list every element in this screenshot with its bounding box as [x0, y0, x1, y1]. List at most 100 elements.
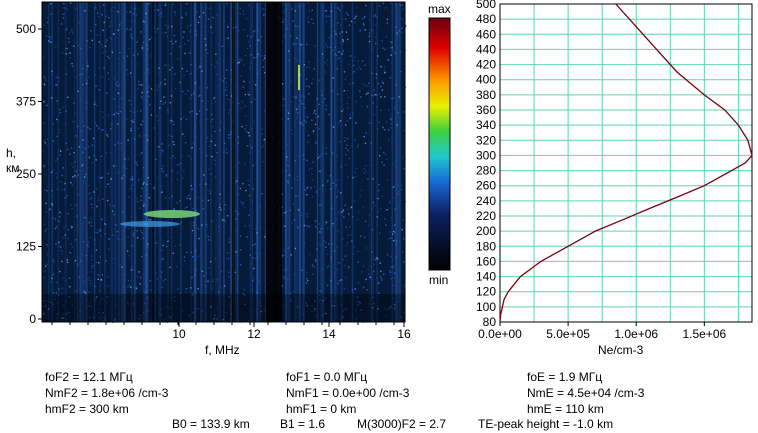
noise-dot [126, 28, 128, 30]
noise-dot [342, 40, 345, 43]
noise-dot [346, 38, 349, 41]
noise-dot [132, 13, 135, 15]
noise-dot [89, 283, 92, 285]
noise-dot [74, 174, 76, 177]
noise-dot [88, 277, 90, 279]
noise-dot [113, 213, 116, 216]
noise-dot [316, 243, 318, 245]
noise-dot [371, 250, 373, 253]
noise-dot [106, 55, 109, 58]
noise-dot [196, 113, 198, 115]
noise-dot [105, 151, 108, 154]
noise-dot [328, 36, 330, 39]
noise-dot [294, 107, 297, 110]
noise-dot [153, 233, 156, 235]
noise-streak [77, 2, 79, 322]
noise-dot [94, 243, 96, 245]
noise-dot [400, 316, 403, 319]
noise-dot [192, 142, 195, 144]
noise-dot [292, 43, 295, 45]
noise-dot [228, 276, 230, 278]
noise-dot [368, 40, 371, 43]
noise-dot [206, 52, 209, 54]
noise-dot [194, 288, 197, 290]
noise-dot [103, 67, 105, 69]
noise-streak [48, 2, 50, 322]
noise-dot [372, 89, 374, 91]
noise-dot [65, 53, 68, 55]
noise-dot [61, 292, 63, 295]
noise-dot [246, 236, 249, 238]
noise-streak [321, 2, 323, 322]
noise-dot [50, 13, 52, 15]
profile-x-tick-label: 1.0e+06 [614, 327, 658, 341]
noise-dot [257, 39, 260, 41]
noise-dot [51, 73, 53, 75]
noise-dot [355, 15, 357, 18]
noise-dot [250, 62, 253, 64]
noise-dot [239, 249, 242, 251]
noise-dot [132, 232, 135, 235]
noise-dot [345, 245, 347, 247]
noise-dot [345, 226, 348, 228]
param-foE: foE = 1.9 МГц [527, 370, 603, 384]
noise-dot [293, 178, 296, 180]
noise-dot [176, 171, 179, 174]
noise-dot [380, 109, 382, 111]
noise-dot [368, 32, 371, 34]
noise-dot [109, 37, 111, 39]
noise-dot [129, 110, 132, 112]
noise-dot [90, 197, 93, 199]
noise-dot [306, 186, 309, 188]
noise-dot [200, 76, 202, 78]
noise-dot [66, 195, 68, 197]
noise-streak [217, 2, 219, 322]
noise-dot [194, 82, 197, 84]
noise-dot [169, 68, 171, 71]
noise-dot [358, 66, 360, 68]
noise-dot [349, 117, 351, 120]
noise-dot [302, 171, 305, 173]
noise-dot [42, 150, 44, 152]
noise-streak [145, 2, 148, 322]
noise-dot [101, 316, 104, 319]
noise-dot [315, 248, 318, 250]
noise-dot [85, 299, 88, 302]
noise-dot [63, 277, 65, 279]
noise-dot [215, 61, 218, 64]
param-NmE: NmE = 4.5e+04 /cm-3 [527, 386, 645, 400]
noise-dot [205, 183, 207, 185]
noise-dot [392, 265, 394, 268]
noise-dot [286, 27, 288, 30]
noise-dot [98, 67, 100, 69]
noise-dot [361, 60, 364, 62]
noise-dot [394, 307, 396, 309]
noise-dot [95, 159, 97, 161]
noise-dot [125, 11, 128, 13]
noise-streak [316, 2, 319, 322]
noise-dot [54, 298, 56, 300]
noise-dot [135, 216, 137, 219]
noise-dot [84, 292, 87, 294]
noise-dot [294, 57, 297, 59]
noise-dot [384, 48, 386, 51]
noise-dot [57, 293, 60, 296]
noise-dot [77, 90, 79, 92]
noise-dot [306, 116, 309, 119]
noise-dot [398, 92, 400, 94]
noise-dot [71, 246, 73, 248]
noise-dot [252, 35, 255, 37]
profile-x-tick-label: 1.5e+06 [682, 327, 726, 341]
noise-dot [52, 273, 55, 275]
noise-streak [330, 2, 333, 322]
noise-dot [396, 56, 398, 58]
noise-dot [111, 49, 113, 51]
noise-dot [162, 103, 165, 105]
noise-dot [225, 86, 228, 88]
noise-dot [332, 49, 334, 51]
noise-dot [128, 284, 131, 286]
noise-dot [298, 39, 300, 41]
noise-dot [135, 286, 138, 288]
noise-dot [107, 276, 109, 278]
noise-dot [322, 105, 324, 107]
